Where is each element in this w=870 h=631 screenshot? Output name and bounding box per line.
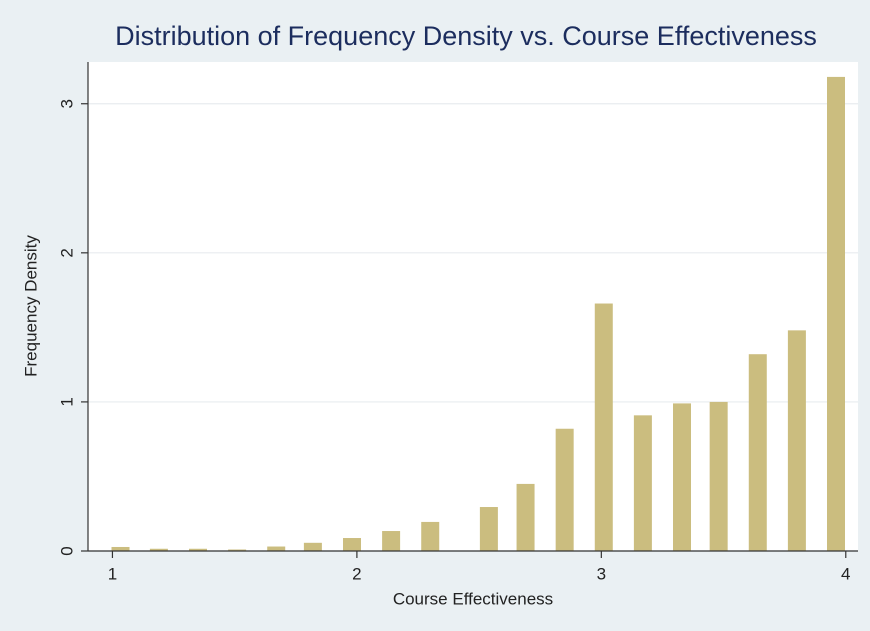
bar (555, 428, 574, 551)
plot-area (88, 62, 858, 551)
bar (228, 549, 247, 551)
y-axis-title: Frequency Density (21, 235, 40, 377)
bar (748, 354, 767, 551)
bar (594, 303, 613, 551)
bar (303, 542, 322, 551)
bar (709, 401, 728, 551)
bar (421, 521, 440, 551)
x-tick-label: 3 (597, 564, 606, 583)
bar (633, 415, 652, 551)
chart-title: Distribution of Frequency Density vs. Co… (115, 21, 817, 51)
bar (267, 546, 286, 551)
bar (516, 483, 535, 551)
y-tick-label: 1 (57, 397, 76, 406)
bar (673, 403, 691, 551)
y-tick-label: 3 (57, 99, 76, 108)
x-tick-label: 2 (352, 564, 361, 583)
x-tick-label: 4 (841, 564, 850, 583)
bar (149, 548, 168, 551)
bar (827, 76, 845, 551)
bar (189, 548, 207, 551)
y-tick-label: 0 (57, 546, 76, 555)
bar (382, 531, 401, 551)
bar (111, 546, 130, 551)
bar (343, 538, 361, 551)
bar (787, 330, 806, 551)
x-tick-label: 1 (108, 564, 117, 583)
x-axis-title: Course Effectiveness (393, 589, 553, 608)
y-tick-label: 2 (57, 248, 76, 257)
bar (479, 507, 498, 551)
